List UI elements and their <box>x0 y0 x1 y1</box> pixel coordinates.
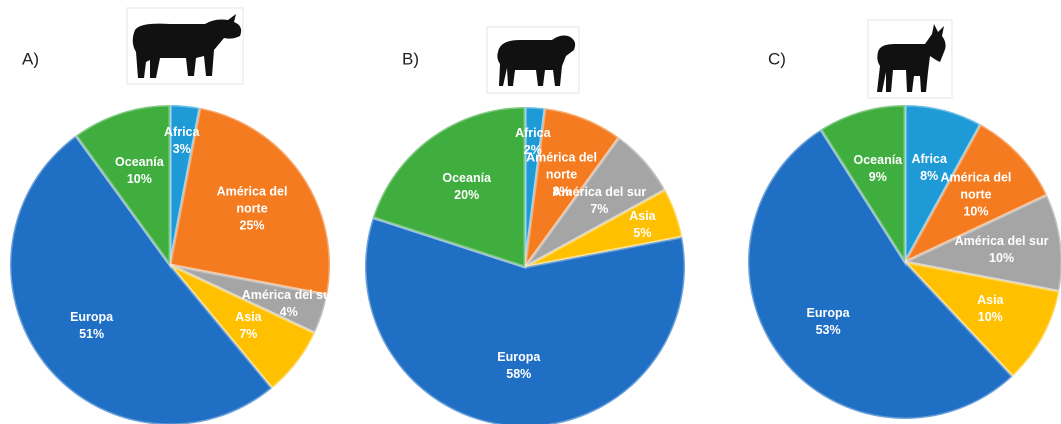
pie-slice <box>818 103 907 268</box>
slice-label: Africa 8% <box>881 151 977 185</box>
slice-name: Europa <box>70 309 114 324</box>
goat-icon <box>867 19 953 99</box>
slice-label: Oceanía 10% <box>91 154 187 188</box>
pie-slice <box>370 105 527 270</box>
chart-title: C) <box>768 49 786 68</box>
pie-slice <box>363 215 687 424</box>
slice-name: América del norte <box>526 150 597 182</box>
cow-icon <box>126 7 244 85</box>
slice-value: 3% <box>172 141 191 156</box>
slice-value: 53% <box>815 322 841 337</box>
slice-name: Oceanía <box>853 152 903 167</box>
pie-slice <box>523 105 547 268</box>
pie-slice <box>8 133 275 424</box>
slice-name: América del sur <box>241 287 336 302</box>
pie-slice <box>168 103 202 266</box>
slice-name: Africa <box>515 126 551 141</box>
pie-slice <box>901 122 1050 266</box>
slice-value: 51% <box>79 326 105 341</box>
pie-slice <box>73 103 172 270</box>
slice-value: 10% <box>963 204 989 219</box>
slice-value: 5% <box>633 225 652 240</box>
pie-slice <box>903 103 983 263</box>
slice-value: 10% <box>977 309 1003 324</box>
pie-slice <box>900 259 1061 379</box>
slice-value: 20% <box>454 187 480 202</box>
slice-name: Asia <box>977 292 1004 307</box>
pie-slice <box>523 106 622 268</box>
slice-label: América del sur 7% <box>551 184 647 218</box>
slice-value: 4% <box>279 304 298 319</box>
pie-slice <box>168 263 317 391</box>
slice-label: América del sur 4% <box>241 287 337 321</box>
slice-value: 9% <box>868 169 887 184</box>
slice-value: 8% <box>552 184 571 199</box>
slice-label: Oceanía 20% <box>419 170 515 204</box>
slice-name: América del norte <box>216 184 288 216</box>
chart-title: A) <box>22 49 39 68</box>
slice-label: Asia 10% <box>942 292 1038 326</box>
slice-value: 2% <box>523 143 542 158</box>
slice-name: Europa <box>497 350 541 364</box>
slice-label: Europa 53% <box>780 305 876 339</box>
slice-name: América del sur <box>552 185 647 200</box>
slice-name: Oceanía <box>115 154 164 169</box>
slice-value: 25% <box>239 218 265 233</box>
slice-label: Oceanía 9% <box>830 152 926 186</box>
slice-value: 7% <box>239 326 258 341</box>
slice-value: 10% <box>989 250 1015 265</box>
slice-label: Africa 2% <box>485 125 581 159</box>
pie-slice <box>746 127 1015 421</box>
slice-name: América del sur <box>954 233 1049 248</box>
slice-name: América del norte <box>940 170 1012 202</box>
slice-label: América del norte 8% <box>514 149 610 200</box>
slice-name: Oceanía <box>442 170 491 185</box>
slice-name: Asia <box>629 208 656 223</box>
pie-slice <box>524 187 684 269</box>
slice-label: Europa 58% <box>471 349 567 383</box>
slice-name: Africa <box>164 124 200 139</box>
slice-name: Asia <box>235 309 262 324</box>
slice-label: Europa 51% <box>44 309 140 343</box>
slice-label: Africa 3% <box>134 124 230 158</box>
pie-slice <box>168 106 332 297</box>
chart-title: B) <box>402 49 419 68</box>
slice-label: Asia 7% <box>200 309 296 343</box>
pie-slice <box>523 135 668 269</box>
slice-name: Africa <box>911 151 947 166</box>
slice-label: América del sur 10% <box>954 233 1050 267</box>
slice-label: América del norte 10% <box>928 170 1024 221</box>
slice-label: América del norte 25% <box>204 184 300 235</box>
slice-value: 58% <box>506 367 532 381</box>
pie-slice <box>169 263 329 336</box>
slice-value: 10% <box>126 171 152 186</box>
slice-name: Europa <box>806 305 850 320</box>
slice-label: Asia 5% <box>594 208 690 242</box>
slice-value: 8% <box>920 168 939 183</box>
sheep-icon <box>486 26 580 94</box>
slice-value: 7% <box>590 202 609 217</box>
